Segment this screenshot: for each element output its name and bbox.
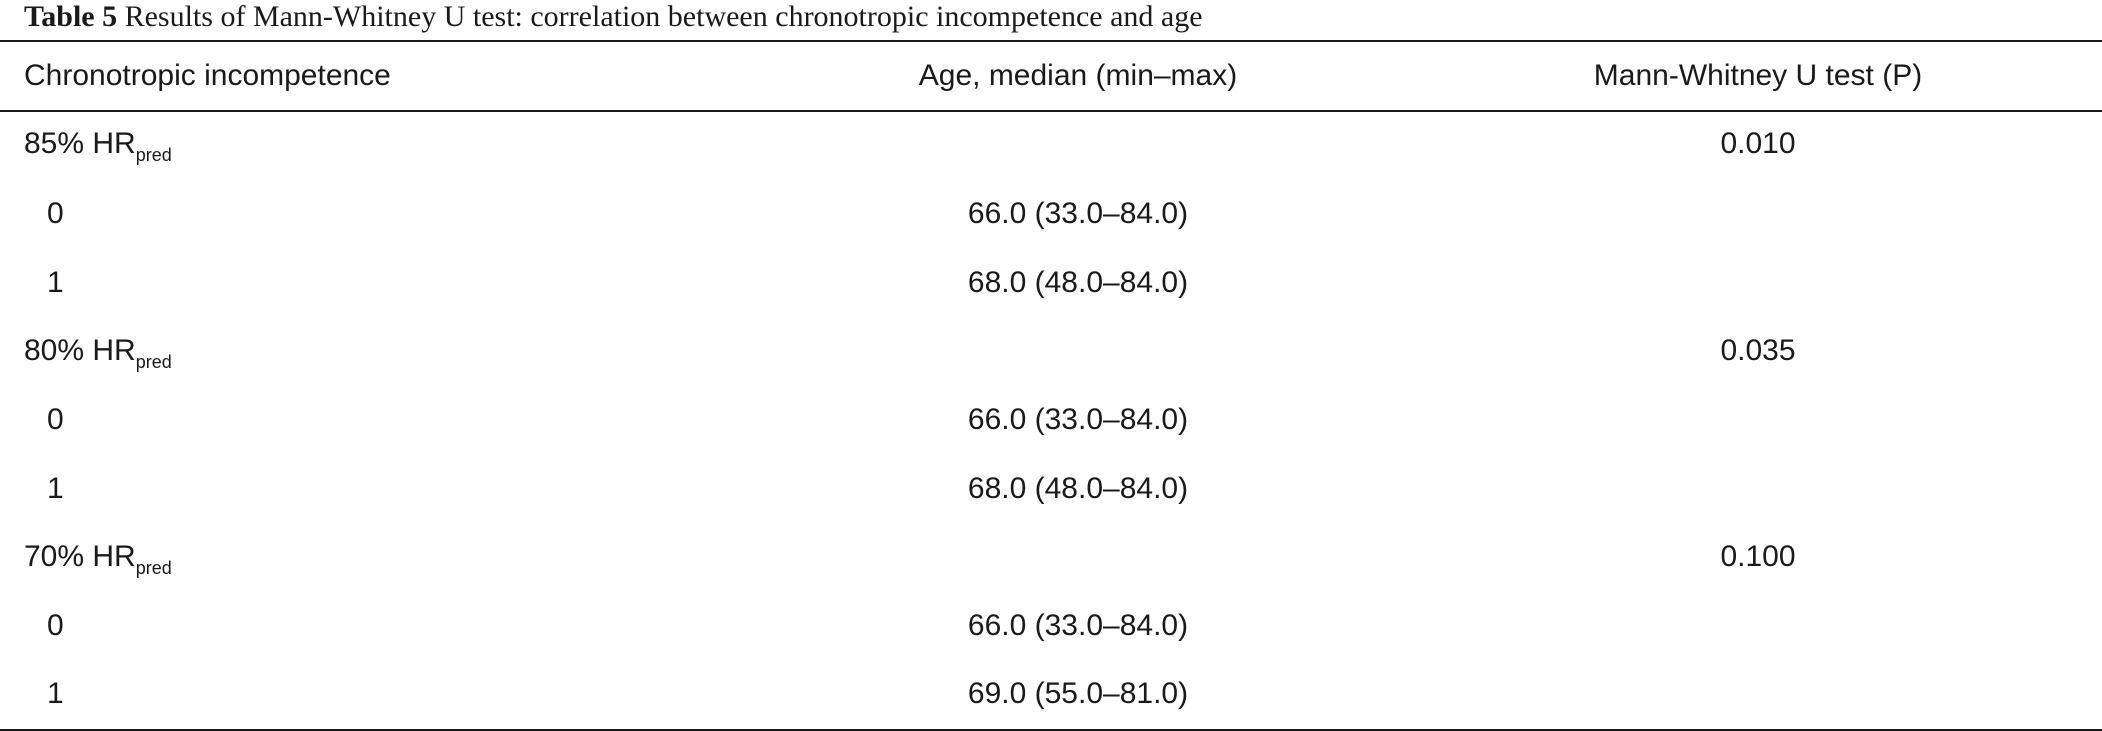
table-row-age: 66.0 (33.0–84.0) [967, 609, 1189, 642]
table-caption-text: Results of Mann-Whitney U test: correlat… [117, 0, 1203, 33]
group-p-value-80: 0.035 [1720, 334, 1796, 367]
table-row-level: 1 [47, 677, 64, 710]
table-caption-label: Table 5 [24, 0, 118, 33]
table-row-level: 1 [47, 266, 64, 299]
group-p-value-70: 0.100 [1720, 540, 1796, 573]
table-header-rule [0, 110, 2102, 112]
group-label-80: 80% HRpred [24, 333, 172, 372]
group-label-80-subscript: pred [135, 352, 172, 372]
group-label-85-subscript: pred [135, 145, 172, 165]
group-label-85-text: 85% HR [24, 127, 136, 160]
group-label-70: 70% HRpred [24, 539, 172, 578]
table-row-age: 69.0 (55.0–81.0) [967, 677, 1189, 710]
header-chronotropic-incompetence: Chronotropic incompetence [24, 59, 391, 92]
table-row-age: 66.0 (33.0–84.0) [967, 403, 1189, 436]
table-row-level: 0 [47, 403, 64, 436]
group-label-70-subscript: pred [135, 558, 172, 578]
group-label-70-text: 70% HR [24, 540, 136, 573]
header-age-median: Age, median (min–max) [918, 59, 1238, 92]
table-row-level: 0 [47, 197, 64, 230]
table-bottom-rule [0, 729, 2102, 731]
header-mann-whitney-p: Mann-Whitney U test (P) [1593, 59, 1923, 92]
group-label-85: 85% HRpred [24, 126, 172, 165]
table-row-age: 68.0 (48.0–84.0) [967, 472, 1189, 505]
table-caption: Table 5 Results of Mann-Whitney U test: … [24, 0, 1203, 40]
table-row-age: 66.0 (33.0–84.0) [967, 197, 1189, 230]
table-row-level: 1 [47, 472, 64, 505]
table-row-level: 0 [47, 609, 64, 642]
table-row-age: 68.0 (48.0–84.0) [967, 266, 1189, 299]
group-label-80-text: 80% HR [24, 334, 136, 367]
table-top-rule [0, 40, 2102, 42]
group-p-value-85: 0.010 [1720, 127, 1796, 160]
